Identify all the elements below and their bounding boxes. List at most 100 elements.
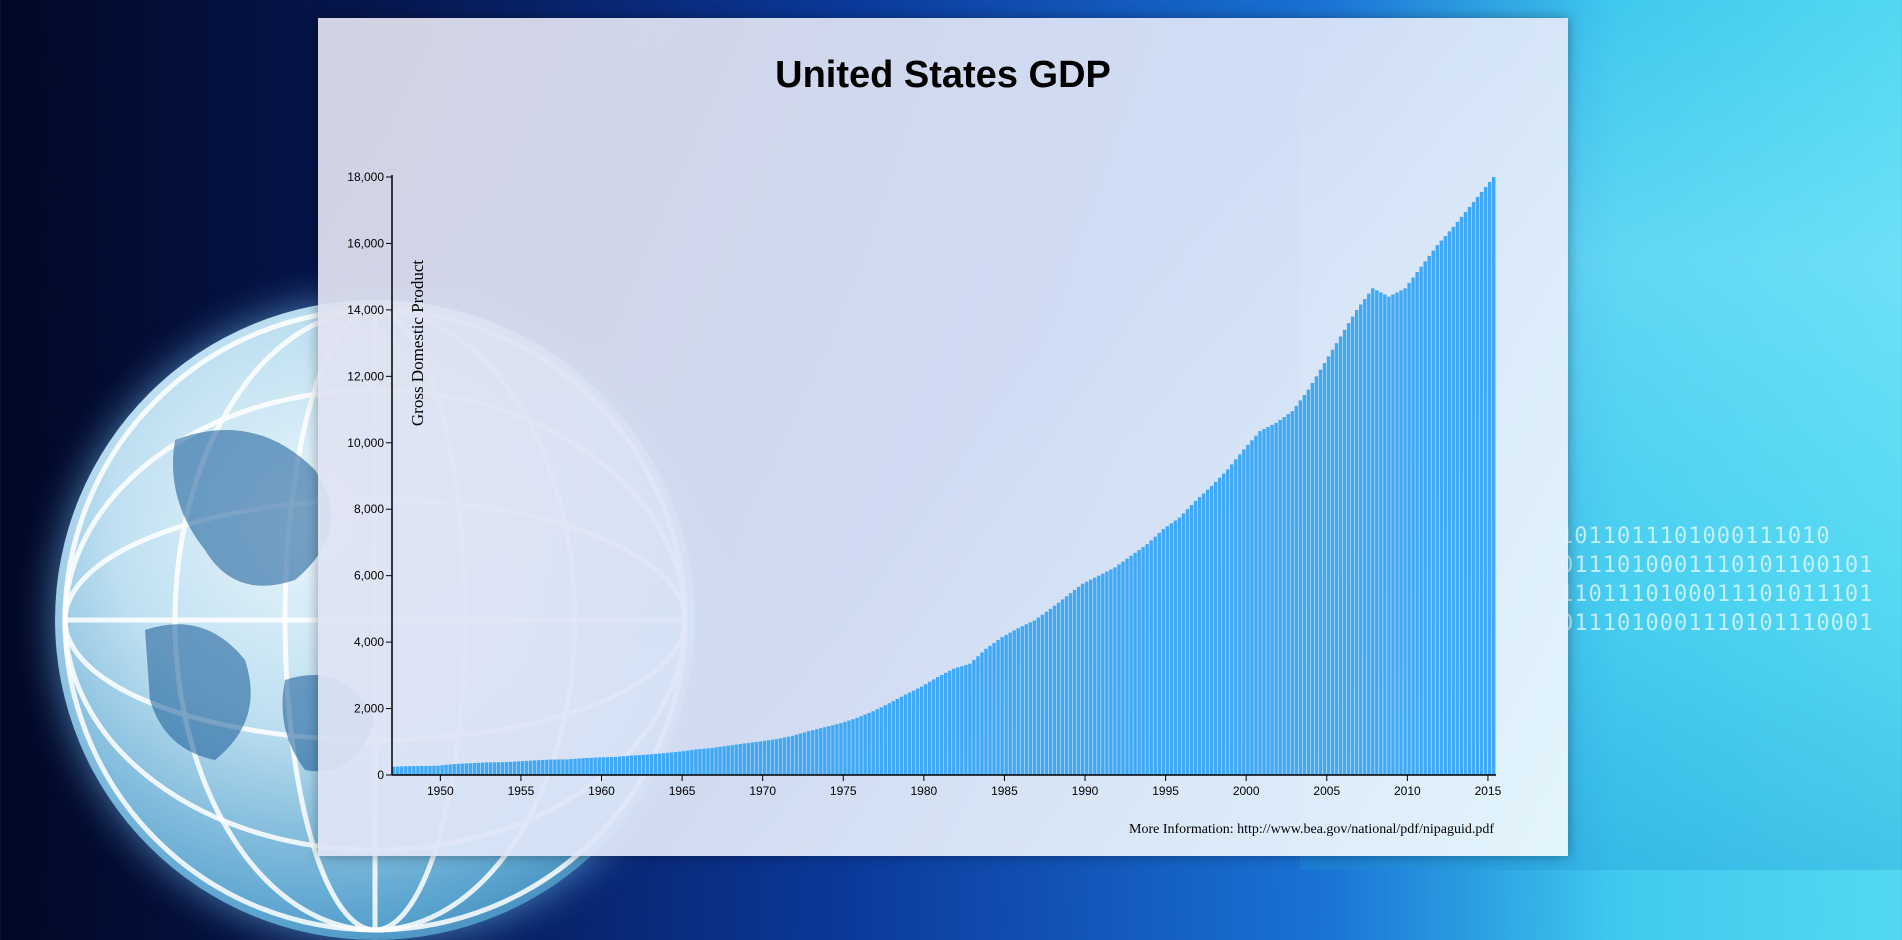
gdp-bar: [593, 757, 597, 775]
gdp-bar: [1423, 261, 1427, 775]
gdp-bar: [589, 757, 593, 775]
gdp-bar: [1379, 292, 1383, 775]
gdp-bar: [948, 670, 952, 775]
gdp-bar: [1435, 245, 1439, 776]
gdp-bar: [1085, 581, 1089, 775]
gdp-bar: [678, 751, 682, 775]
x-tick-label: 2015: [1475, 784, 1502, 798]
gdp-bar: [883, 705, 887, 775]
gdp-bar: [927, 681, 932, 775]
gdp-bar: [1016, 628, 1020, 775]
gdp-bar: [726, 745, 730, 775]
gdp-bar: [1177, 517, 1182, 775]
gdp-bar: [1447, 231, 1452, 775]
gdp-bar: [1350, 316, 1355, 775]
x-tick-label: 1970: [749, 784, 776, 798]
gdp-bar: [956, 667, 960, 775]
gdp-bar: [1298, 400, 1302, 775]
binary-decoration-line-2: 0111010001110101100101: [1560, 553, 1874, 578]
gdp-bar: [472, 763, 477, 775]
more-information-link[interactable]: More Information: http://www.bea.gov/nat…: [1129, 822, 1494, 837]
gdp-bar: [980, 652, 984, 775]
gdp-bar: [1431, 250, 1435, 775]
gdp-bar: [625, 755, 630, 775]
gdp-bar: [512, 761, 517, 775]
gdp-bar: [565, 759, 569, 775]
gdp-bar: [903, 694, 908, 775]
gdp-bar: [1314, 376, 1319, 775]
gdp-bar: [396, 766, 400, 775]
gdp-bar: [1129, 555, 1133, 775]
y-tick-label: 10,000: [347, 436, 384, 450]
gdp-bar: [674, 751, 678, 775]
gdp-bar: [609, 757, 614, 775]
gdp-bar: [746, 742, 750, 775]
gdp-bar: [1479, 191, 1484, 775]
gdp-bar: [1371, 288, 1375, 775]
gdp-bar: [976, 656, 980, 775]
gdp-bar: [528, 760, 533, 775]
gdp-bar: [758, 741, 763, 775]
gdp-bar: [460, 763, 464, 775]
gdp-bar: [1012, 630, 1016, 775]
gdp-bar: [911, 690, 916, 775]
gdp-bar: [863, 714, 867, 775]
gdp-bar: [1097, 575, 1101, 775]
y-tick-label: 18,000: [347, 170, 384, 184]
gdp-bar: [1407, 282, 1411, 775]
gdp-bar: [798, 733, 803, 775]
gdp-bar: [895, 698, 900, 775]
gdp-bar: [1467, 206, 1472, 775]
gdp-bar: [802, 732, 807, 775]
gdp-bar: [1173, 520, 1178, 775]
gdp-bar: [1354, 309, 1359, 775]
gdp-bar: [1415, 272, 1419, 775]
gdp-bar: [1125, 558, 1129, 775]
gdp-bar: [1209, 485, 1214, 775]
gdp-bar: [1201, 493, 1206, 775]
gdp-bar: [1363, 299, 1367, 775]
gdp-bar: [1322, 363, 1327, 775]
gdp-bar: [847, 720, 851, 775]
gdp-bar: [1222, 473, 1226, 775]
gdp-bar: [1153, 536, 1157, 775]
gdp-bar: [992, 642, 996, 775]
gdp-bar: [1189, 505, 1194, 775]
binary-decoration-line-3: 1101110100011101011101: [1560, 582, 1874, 607]
gdp-bar: [718, 746, 722, 775]
gdp-bar: [811, 730, 815, 775]
gdp-bar: [408, 766, 412, 775]
y-tick-label: 6,000: [354, 569, 384, 583]
gdp-bar: [428, 765, 432, 775]
gdp-bar: [1399, 290, 1403, 775]
gdp-bar: [1286, 414, 1290, 775]
gdp-bar: [1000, 637, 1004, 775]
gdp-bar: [1193, 500, 1198, 775]
gdp-bar: [839, 723, 843, 775]
gdp-bar: [1197, 497, 1202, 775]
gdp-bar: [633, 755, 638, 775]
gdp-bar: [1471, 201, 1476, 776]
gdp-bar: [1020, 626, 1024, 775]
gdp-bar: [400, 766, 404, 775]
gdp-bar: [665, 752, 670, 775]
gdp-bar: [786, 736, 791, 775]
gdp-bar: [1266, 427, 1270, 775]
gdp-bar: [1326, 356, 1331, 775]
gdp-bar: [1282, 417, 1286, 775]
gdp-bar: [984, 648, 988, 775]
gdp-bar: [702, 748, 706, 775]
gdp-bar: [649, 754, 654, 775]
gdp-bar: [569, 759, 573, 775]
gdp-bar: [557, 759, 561, 775]
gdp-bar: [875, 709, 879, 775]
gdp-bar: [742, 743, 746, 775]
x-tick-label: 1995: [1152, 784, 1179, 798]
gdp-bar: [1008, 632, 1012, 775]
gdp-bar: [412, 766, 416, 775]
gdp-bar: [1375, 290, 1379, 775]
gdp-bar: [1487, 181, 1492, 776]
gdp-bar: [996, 640, 1000, 775]
gdp-bar: [1387, 296, 1391, 775]
x-tick-label: 1985: [991, 784, 1018, 798]
